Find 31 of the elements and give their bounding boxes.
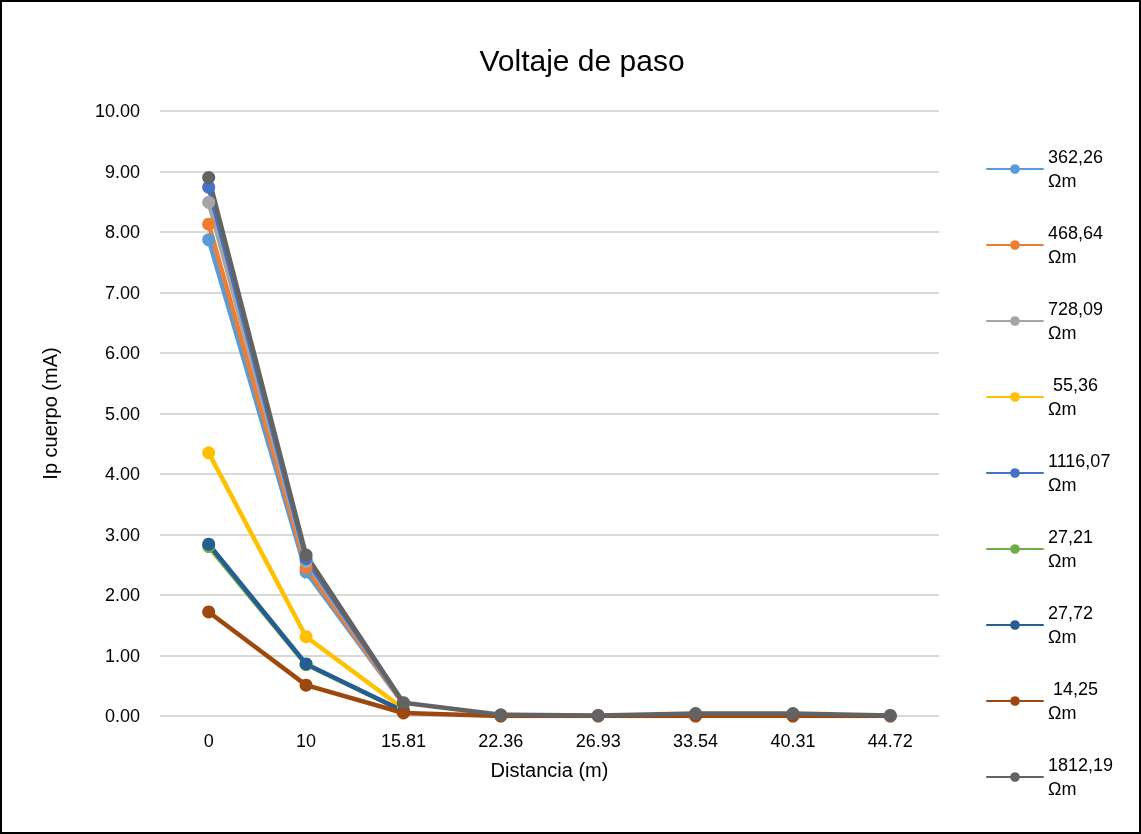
x-axis-title: Distancia (m) xyxy=(490,759,609,781)
x-tick-label: 10 xyxy=(296,731,317,751)
x-tick-label: 0 xyxy=(203,731,214,751)
y-tick-label: 2.00 xyxy=(104,585,140,605)
y-tick-label: 9.00 xyxy=(104,161,140,182)
x-tick-label: 22.36 xyxy=(478,731,524,751)
legend-label: 468,64 Ωm xyxy=(1048,223,1109,267)
legend-label: 27,21 Ωm xyxy=(1048,527,1099,571)
y-tick-label: 1.00 xyxy=(104,645,140,666)
y-tick-label: 8.00 xyxy=(104,222,140,242)
legend-label: 362,26 Ωm xyxy=(1048,147,1109,191)
y-tick-label: 6.00 xyxy=(104,343,140,363)
legend-label: 27,72 Ωm xyxy=(1048,603,1099,647)
legend-label: 1812,19 Ωm xyxy=(1048,755,1119,799)
x-tick-label: 26.93 xyxy=(575,731,621,751)
legend-label: 14,25 Ωm xyxy=(1048,679,1104,723)
x-tick-label: 15.81 xyxy=(380,731,426,751)
y-tick-label: 4.00 xyxy=(104,464,140,484)
legend-label: 55,36 Ωm xyxy=(1048,375,1104,419)
x-tick-label: 44.72 xyxy=(867,731,913,751)
y-tick-label: 0.00 xyxy=(104,706,140,726)
chart-title: Voltaje de paso xyxy=(479,43,685,77)
y-tick-label: 7.00 xyxy=(104,282,140,303)
y-tick-label: 5.00 xyxy=(104,403,140,424)
legend-label: 1116,07 Ωm xyxy=(1048,451,1116,495)
y-tick-label: 3.00 xyxy=(104,524,140,545)
x-tick-label: 33.54 xyxy=(673,731,719,751)
y-axis-title: Ip cuerpo (mA) xyxy=(39,347,61,480)
x-tick-label: 40.31 xyxy=(770,731,816,751)
y-tick-label: 10.00 xyxy=(94,101,140,121)
legend-label: 728,09 Ωm xyxy=(1048,299,1109,343)
